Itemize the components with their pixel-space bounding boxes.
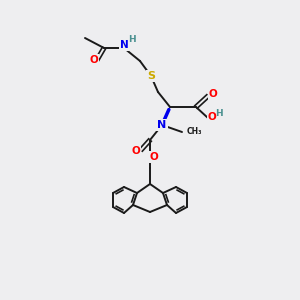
Text: O: O [150,152,158,162]
Text: O: O [90,55,98,65]
Text: S: S [147,71,155,81]
Text: N: N [120,40,128,50]
Text: N: N [158,120,166,130]
Text: O: O [208,112,216,122]
Text: CH₃: CH₃ [187,128,203,136]
Text: O: O [208,89,217,99]
Text: H: H [215,109,223,118]
Text: O: O [132,146,140,156]
Text: H: H [128,35,136,44]
